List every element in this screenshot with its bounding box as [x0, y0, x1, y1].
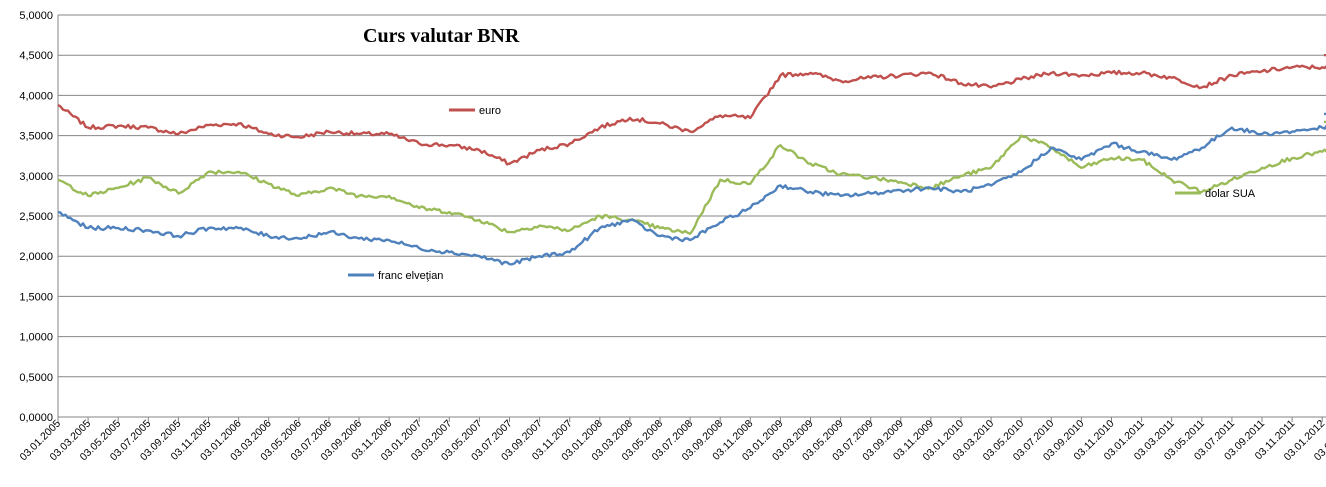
- y-axis-tick-labels: 0,0000 0,5000 1,0000 1,5000 2,0000 2,5000 3,00…: [19, 10, 53, 424]
- chart-title: Curs valutar BNR: [363, 25, 520, 47]
- legend-label: euro: [479, 105, 501, 117]
- x-axis-tick-labels: 03.01.200503.03.200503.05.200503.07.2005…: [17, 417, 1326, 463]
- y-tick-label: 2,5000: [19, 211, 53, 223]
- y-tick-label: 1,0000: [19, 332, 53, 344]
- legend: euro dolar SUA franc elveţian: [348, 105, 1256, 282]
- series-lines: [57, 53, 1326, 266]
- y-tick-label: 0,0000: [19, 412, 53, 424]
- y-tick-label: 2,0000: [19, 251, 53, 263]
- y-tick-label: 5,0000: [19, 10, 53, 22]
- series-line-2: [57, 112, 1326, 266]
- gridlines: [58, 14, 1326, 418]
- y-tick-label: 3,0000: [19, 171, 53, 183]
- y-tick-label: 4,5000: [19, 50, 53, 62]
- y-tick-label: 4,0000: [19, 90, 53, 102]
- axes: [57, 15, 1326, 418]
- legend-label: dolar SUA: [1205, 188, 1256, 200]
- y-tick-label: 1,5000: [19, 291, 53, 303]
- y-tick-label: 0,5000: [19, 372, 53, 384]
- y-tick-label: 3,5000: [19, 131, 53, 143]
- series-line-1: [57, 120, 1326, 235]
- legend-label: franc elveţian: [378, 270, 443, 282]
- series-line-0: [57, 53, 1326, 166]
